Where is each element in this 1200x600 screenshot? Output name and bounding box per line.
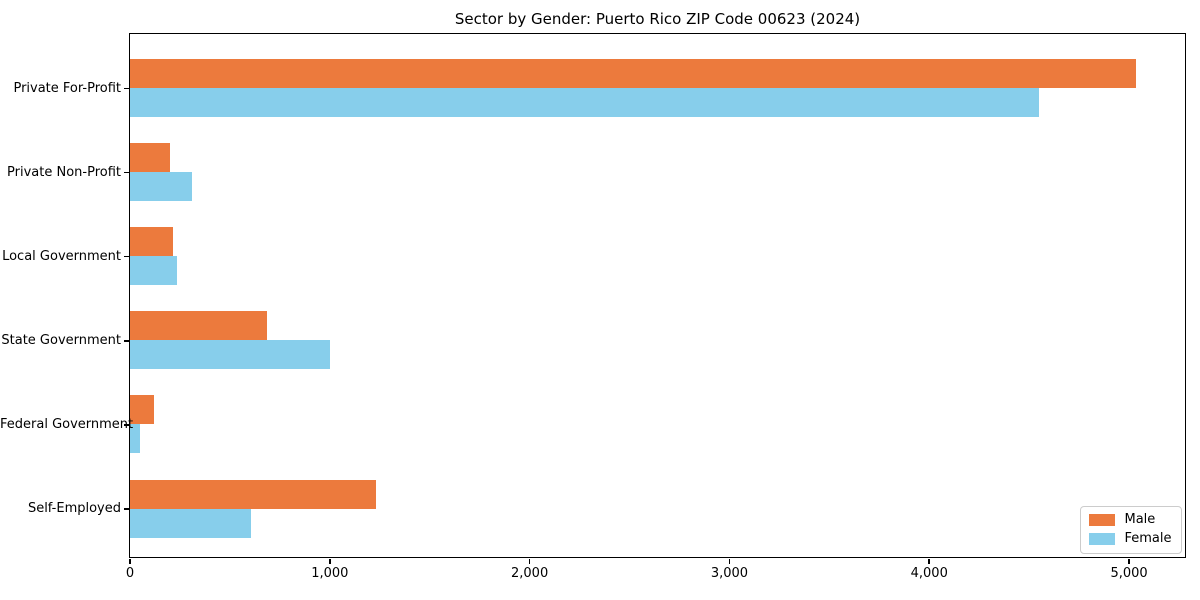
male-series-label: Male [1124,511,1156,527]
x-tick-mark [728,558,731,564]
bar-male-6 [129,479,377,509]
x-tick-mark [329,558,331,564]
y-tick-mark [123,340,129,342]
y-tick-label: Local Government [2,248,121,264]
x-tick-label: 2,000 [511,566,549,581]
bar-female-3 [129,256,178,286]
bar-female-5 [129,424,141,454]
plot-area: Male Female [128,32,1186,558]
bar-male-3 [129,227,174,257]
legend-item-female: Female [1089,530,1172,546]
y-tick-mark [123,424,129,426]
y-tick-label: Federal Government [0,416,134,432]
y-tick-label: Self-Employed [27,501,121,516]
female-series-swatch [1089,532,1116,545]
x-tick-label: 0 [125,566,135,581]
x-tick-mark [129,558,131,564]
x-tick-mark [928,558,930,564]
bar-male-5 [129,395,155,425]
y-tick-label: State Government [1,332,121,348]
bar-female-2 [129,172,193,202]
x-tick-label: 3,000 [710,566,749,581]
bar-male-1 [129,59,1136,88]
x-tick-label: 4,000 [910,566,948,581]
y-tick-mark [123,87,129,90]
chart-title: Sector by Gender: Puerto Rico ZIP Code 0… [454,10,861,28]
y-tick-label: Private Non-Profit [7,164,121,180]
bar-female-4 [129,340,331,370]
y-tick-mark [123,255,129,258]
female-series-label: Female [1124,530,1172,546]
x-tick-mark [1128,558,1130,564]
y-tick-mark [123,508,129,510]
bar-male-4 [129,311,268,341]
bar-male-2 [129,143,171,173]
y-tick-label: Private For-Profit [13,80,121,96]
legend: Male Female [1080,505,1182,554]
y-tick-mark [123,171,129,174]
legend-item-male: Male [1089,511,1171,527]
bar-female-1 [129,88,1039,117]
bar-female-6 [129,508,252,538]
male-series-swatch [1089,513,1116,526]
x-tick-mark [528,558,531,564]
x-tick-label: 1,000 [311,566,349,581]
x-tick-label: 5,000 [1110,566,1148,581]
